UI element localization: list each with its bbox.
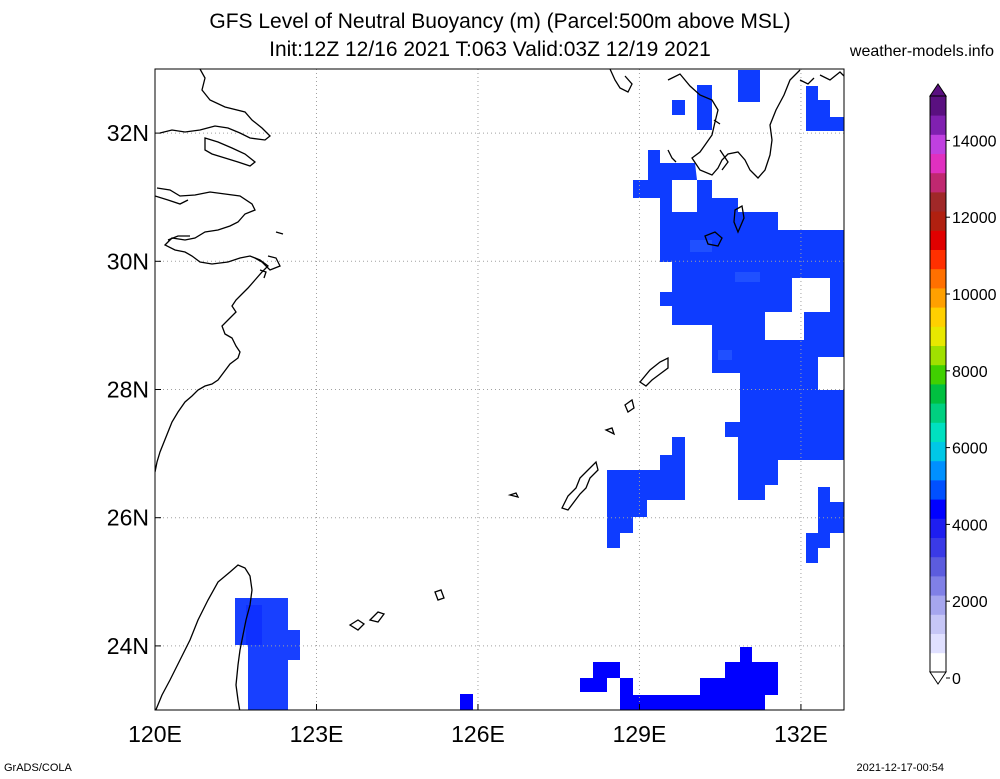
- colorbar-label: 4000: [952, 517, 988, 534]
- map-title-line-2: Init:12Z 12/16 2021 T:063 Valid:03Z 12/1…: [269, 38, 711, 61]
- colorbar-label: 14000: [952, 133, 997, 150]
- colorbar-min-arrow: [929, 671, 947, 685]
- shade-cell: [460, 694, 473, 710]
- colorbar: 0 2000 4000 6000 8000 10000 12000 14000: [929, 83, 997, 688]
- colorbar-swatch: [930, 384, 946, 404]
- colorbar-swatch: [930, 537, 946, 558]
- site-credit: weather-models.info: [849, 43, 994, 60]
- colorbar-label: 2000: [952, 594, 988, 611]
- colorbar-swatch: [930, 172, 946, 193]
- colorbar-swatch: [930, 652, 946, 673]
- colorbar-swatch: [930, 633, 946, 654]
- coastline-ryukyu-okinawa: [561, 460, 599, 511]
- map-title-line-1: GFS Level of Neutral Buoyancy (m) (Parce…: [209, 10, 791, 33]
- colorbar-swatch: [930, 134, 946, 154]
- coastline-shanghai: [155, 195, 281, 271]
- lat-tick-label: 28N: [107, 377, 149, 403]
- colorbar-swatch: [930, 211, 946, 231]
- colorbar-swatch: [930, 364, 946, 385]
- coastline-zhoushan: [259, 231, 284, 279]
- colorbar-swatch: [930, 153, 946, 174]
- footer-timestamp: 2021-12-17-00:54: [856, 762, 944, 774]
- colorbar-label: 10000: [952, 287, 997, 304]
- colorbar-max-arrow: [929, 83, 947, 97]
- axis-ticks: 120E 123E 126E 129E 132E 24N 26N 28N 30N 32N: [107, 120, 828, 747]
- coastline-yangtze: [204, 137, 257, 167]
- colorbar-swatch: [930, 614, 946, 634]
- lat-tick-label: 32N: [107, 120, 149, 146]
- coastlines: [155, 69, 844, 710]
- colorbar-swatch: [930, 576, 946, 596]
- colorbar-swatch: [930, 307, 946, 327]
- colorbar-swatch: [930, 96, 946, 116]
- coastline-yakushima: [704, 204, 745, 247]
- colorbar-swatch: [930, 480, 946, 500]
- coastline-taiwan: [155, 564, 253, 710]
- coastline-miyako: [348, 492, 520, 631]
- lon-tick-label: 132E: [774, 721, 828, 747]
- colorbar-swatch: [930, 326, 946, 346]
- lat-tick-label: 26N: [107, 505, 149, 531]
- colorbar-swatch: [930, 115, 946, 135]
- colorbar-swatch: [930, 595, 946, 615]
- shade-region-south: [580, 647, 778, 710]
- colorbar-swatch: [930, 249, 946, 270]
- colorbar-swatch: [930, 230, 946, 250]
- colorbar-swatch: [930, 345, 946, 366]
- colorbar-swatch: [930, 403, 946, 423]
- colorbar-swatch: [930, 460, 946, 481]
- colorbar-swatch: [930, 422, 946, 442]
- shade-region-northeast-top: [672, 70, 844, 131]
- colorbar-label: 0: [952, 671, 961, 688]
- shade-region-northeast: [633, 150, 844, 500]
- colorbar-label: 8000: [952, 364, 988, 381]
- lat-tick-label: 30N: [107, 248, 149, 274]
- colorbar-swatch: [930, 441, 946, 462]
- colorbar-label: 12000: [952, 210, 997, 227]
- colorbar-swatch: [930, 556, 946, 577]
- coastline-shikoku: [799, 71, 844, 85]
- coastline-kyushu-west: [609, 69, 729, 171]
- lon-tick-label: 120E: [128, 721, 182, 747]
- shade-region-east-small: [806, 487, 844, 563]
- coastline-china: [155, 69, 271, 473]
- colorbar-swatch: [930, 192, 946, 212]
- shade-region-taiwan: [235, 598, 300, 710]
- lon-tick-label: 123E: [290, 721, 344, 747]
- colorbar-swatch: [930, 268, 946, 289]
- colorbar-swatch: [930, 288, 946, 308]
- shade-region-central: [607, 437, 685, 548]
- coastline-amami: [604, 356, 669, 436]
- shade-light-patch: [690, 240, 760, 360]
- colorbar-label: 6000: [952, 441, 988, 458]
- colorbar-swatch: [930, 499, 946, 519]
- lon-tick-label: 126E: [451, 721, 505, 747]
- lat-tick-label: 24N: [107, 633, 149, 659]
- gridlines: [155, 69, 844, 710]
- coastline-kyushu: [667, 69, 801, 179]
- shade-light-patch: [246, 605, 262, 645]
- lon-tick-label: 129E: [613, 721, 667, 747]
- colorbar-swatch: [930, 518, 946, 538]
- footer-software: GrADS/COLA: [4, 762, 72, 774]
